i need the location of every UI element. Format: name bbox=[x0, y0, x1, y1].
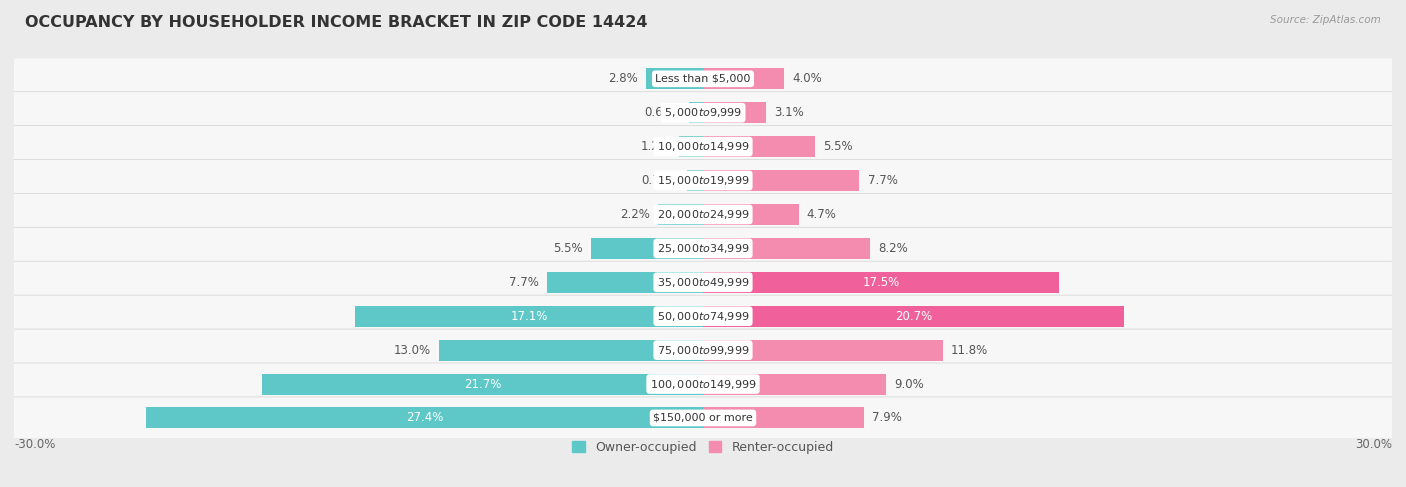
Bar bbox=[703, 339, 943, 361]
Text: 8.2%: 8.2% bbox=[877, 242, 907, 255]
Bar bbox=[689, 102, 703, 123]
Text: 7.9%: 7.9% bbox=[872, 412, 901, 425]
FancyBboxPatch shape bbox=[11, 329, 1395, 371]
Text: 17.1%: 17.1% bbox=[510, 310, 548, 323]
Text: 30.0%: 30.0% bbox=[1355, 438, 1392, 451]
FancyBboxPatch shape bbox=[11, 160, 1395, 202]
Bar bbox=[703, 68, 785, 89]
Text: 7.7%: 7.7% bbox=[509, 276, 538, 289]
Bar bbox=[703, 170, 859, 191]
Text: 11.8%: 11.8% bbox=[950, 344, 988, 356]
FancyBboxPatch shape bbox=[11, 295, 1395, 337]
Bar bbox=[658, 204, 703, 225]
Text: 0.79%: 0.79% bbox=[641, 174, 679, 187]
Bar bbox=[703, 238, 870, 259]
Bar bbox=[703, 204, 799, 225]
Text: 13.0%: 13.0% bbox=[394, 344, 430, 356]
Text: 5.5%: 5.5% bbox=[554, 242, 583, 255]
Text: 2.2%: 2.2% bbox=[620, 208, 650, 221]
Text: $20,000 to $24,999: $20,000 to $24,999 bbox=[657, 208, 749, 221]
Bar bbox=[439, 339, 703, 361]
Text: 4.7%: 4.7% bbox=[807, 208, 837, 221]
Bar bbox=[146, 408, 703, 429]
Text: Source: ZipAtlas.com: Source: ZipAtlas.com bbox=[1270, 15, 1381, 25]
Bar bbox=[262, 374, 703, 394]
Text: 21.7%: 21.7% bbox=[464, 377, 501, 391]
Text: -30.0%: -30.0% bbox=[14, 438, 55, 451]
Text: 20.7%: 20.7% bbox=[894, 310, 932, 323]
Text: $15,000 to $19,999: $15,000 to $19,999 bbox=[657, 174, 749, 187]
Bar bbox=[703, 136, 814, 157]
Bar bbox=[703, 272, 1059, 293]
Bar bbox=[703, 102, 766, 123]
Text: 3.1%: 3.1% bbox=[775, 106, 804, 119]
Text: $75,000 to $99,999: $75,000 to $99,999 bbox=[657, 344, 749, 356]
Bar bbox=[679, 136, 703, 157]
Text: $10,000 to $14,999: $10,000 to $14,999 bbox=[657, 140, 749, 153]
Legend: Owner-occupied, Renter-occupied: Owner-occupied, Renter-occupied bbox=[568, 436, 838, 459]
FancyBboxPatch shape bbox=[11, 227, 1395, 269]
FancyBboxPatch shape bbox=[11, 261, 1395, 303]
Bar bbox=[592, 238, 703, 259]
Text: Less than $5,000: Less than $5,000 bbox=[655, 74, 751, 84]
Text: 27.4%: 27.4% bbox=[406, 412, 443, 425]
Bar bbox=[647, 68, 703, 89]
Text: $100,000 to $149,999: $100,000 to $149,999 bbox=[650, 377, 756, 391]
Bar bbox=[703, 374, 886, 394]
Bar bbox=[688, 170, 703, 191]
FancyBboxPatch shape bbox=[11, 193, 1395, 236]
Bar bbox=[703, 408, 863, 429]
FancyBboxPatch shape bbox=[11, 58, 1395, 100]
FancyBboxPatch shape bbox=[11, 126, 1395, 168]
Bar bbox=[547, 272, 703, 293]
FancyBboxPatch shape bbox=[11, 92, 1395, 134]
Text: $150,000 or more: $150,000 or more bbox=[654, 413, 752, 423]
Bar bbox=[703, 306, 1123, 327]
Bar bbox=[356, 306, 703, 327]
Text: 2.8%: 2.8% bbox=[609, 72, 638, 85]
Text: $5,000 to $9,999: $5,000 to $9,999 bbox=[664, 106, 742, 119]
FancyBboxPatch shape bbox=[11, 363, 1395, 405]
Text: 7.7%: 7.7% bbox=[868, 174, 897, 187]
Text: 1.2%: 1.2% bbox=[641, 140, 671, 153]
Text: 5.5%: 5.5% bbox=[823, 140, 852, 153]
Text: 4.0%: 4.0% bbox=[793, 72, 823, 85]
Text: $35,000 to $49,999: $35,000 to $49,999 bbox=[657, 276, 749, 289]
Text: 9.0%: 9.0% bbox=[894, 377, 924, 391]
FancyBboxPatch shape bbox=[11, 397, 1395, 439]
Text: 17.5%: 17.5% bbox=[862, 276, 900, 289]
Text: $25,000 to $34,999: $25,000 to $34,999 bbox=[657, 242, 749, 255]
Text: 0.68%: 0.68% bbox=[644, 106, 681, 119]
Text: OCCUPANCY BY HOUSEHOLDER INCOME BRACKET IN ZIP CODE 14424: OCCUPANCY BY HOUSEHOLDER INCOME BRACKET … bbox=[25, 15, 648, 30]
Text: $50,000 to $74,999: $50,000 to $74,999 bbox=[657, 310, 749, 323]
